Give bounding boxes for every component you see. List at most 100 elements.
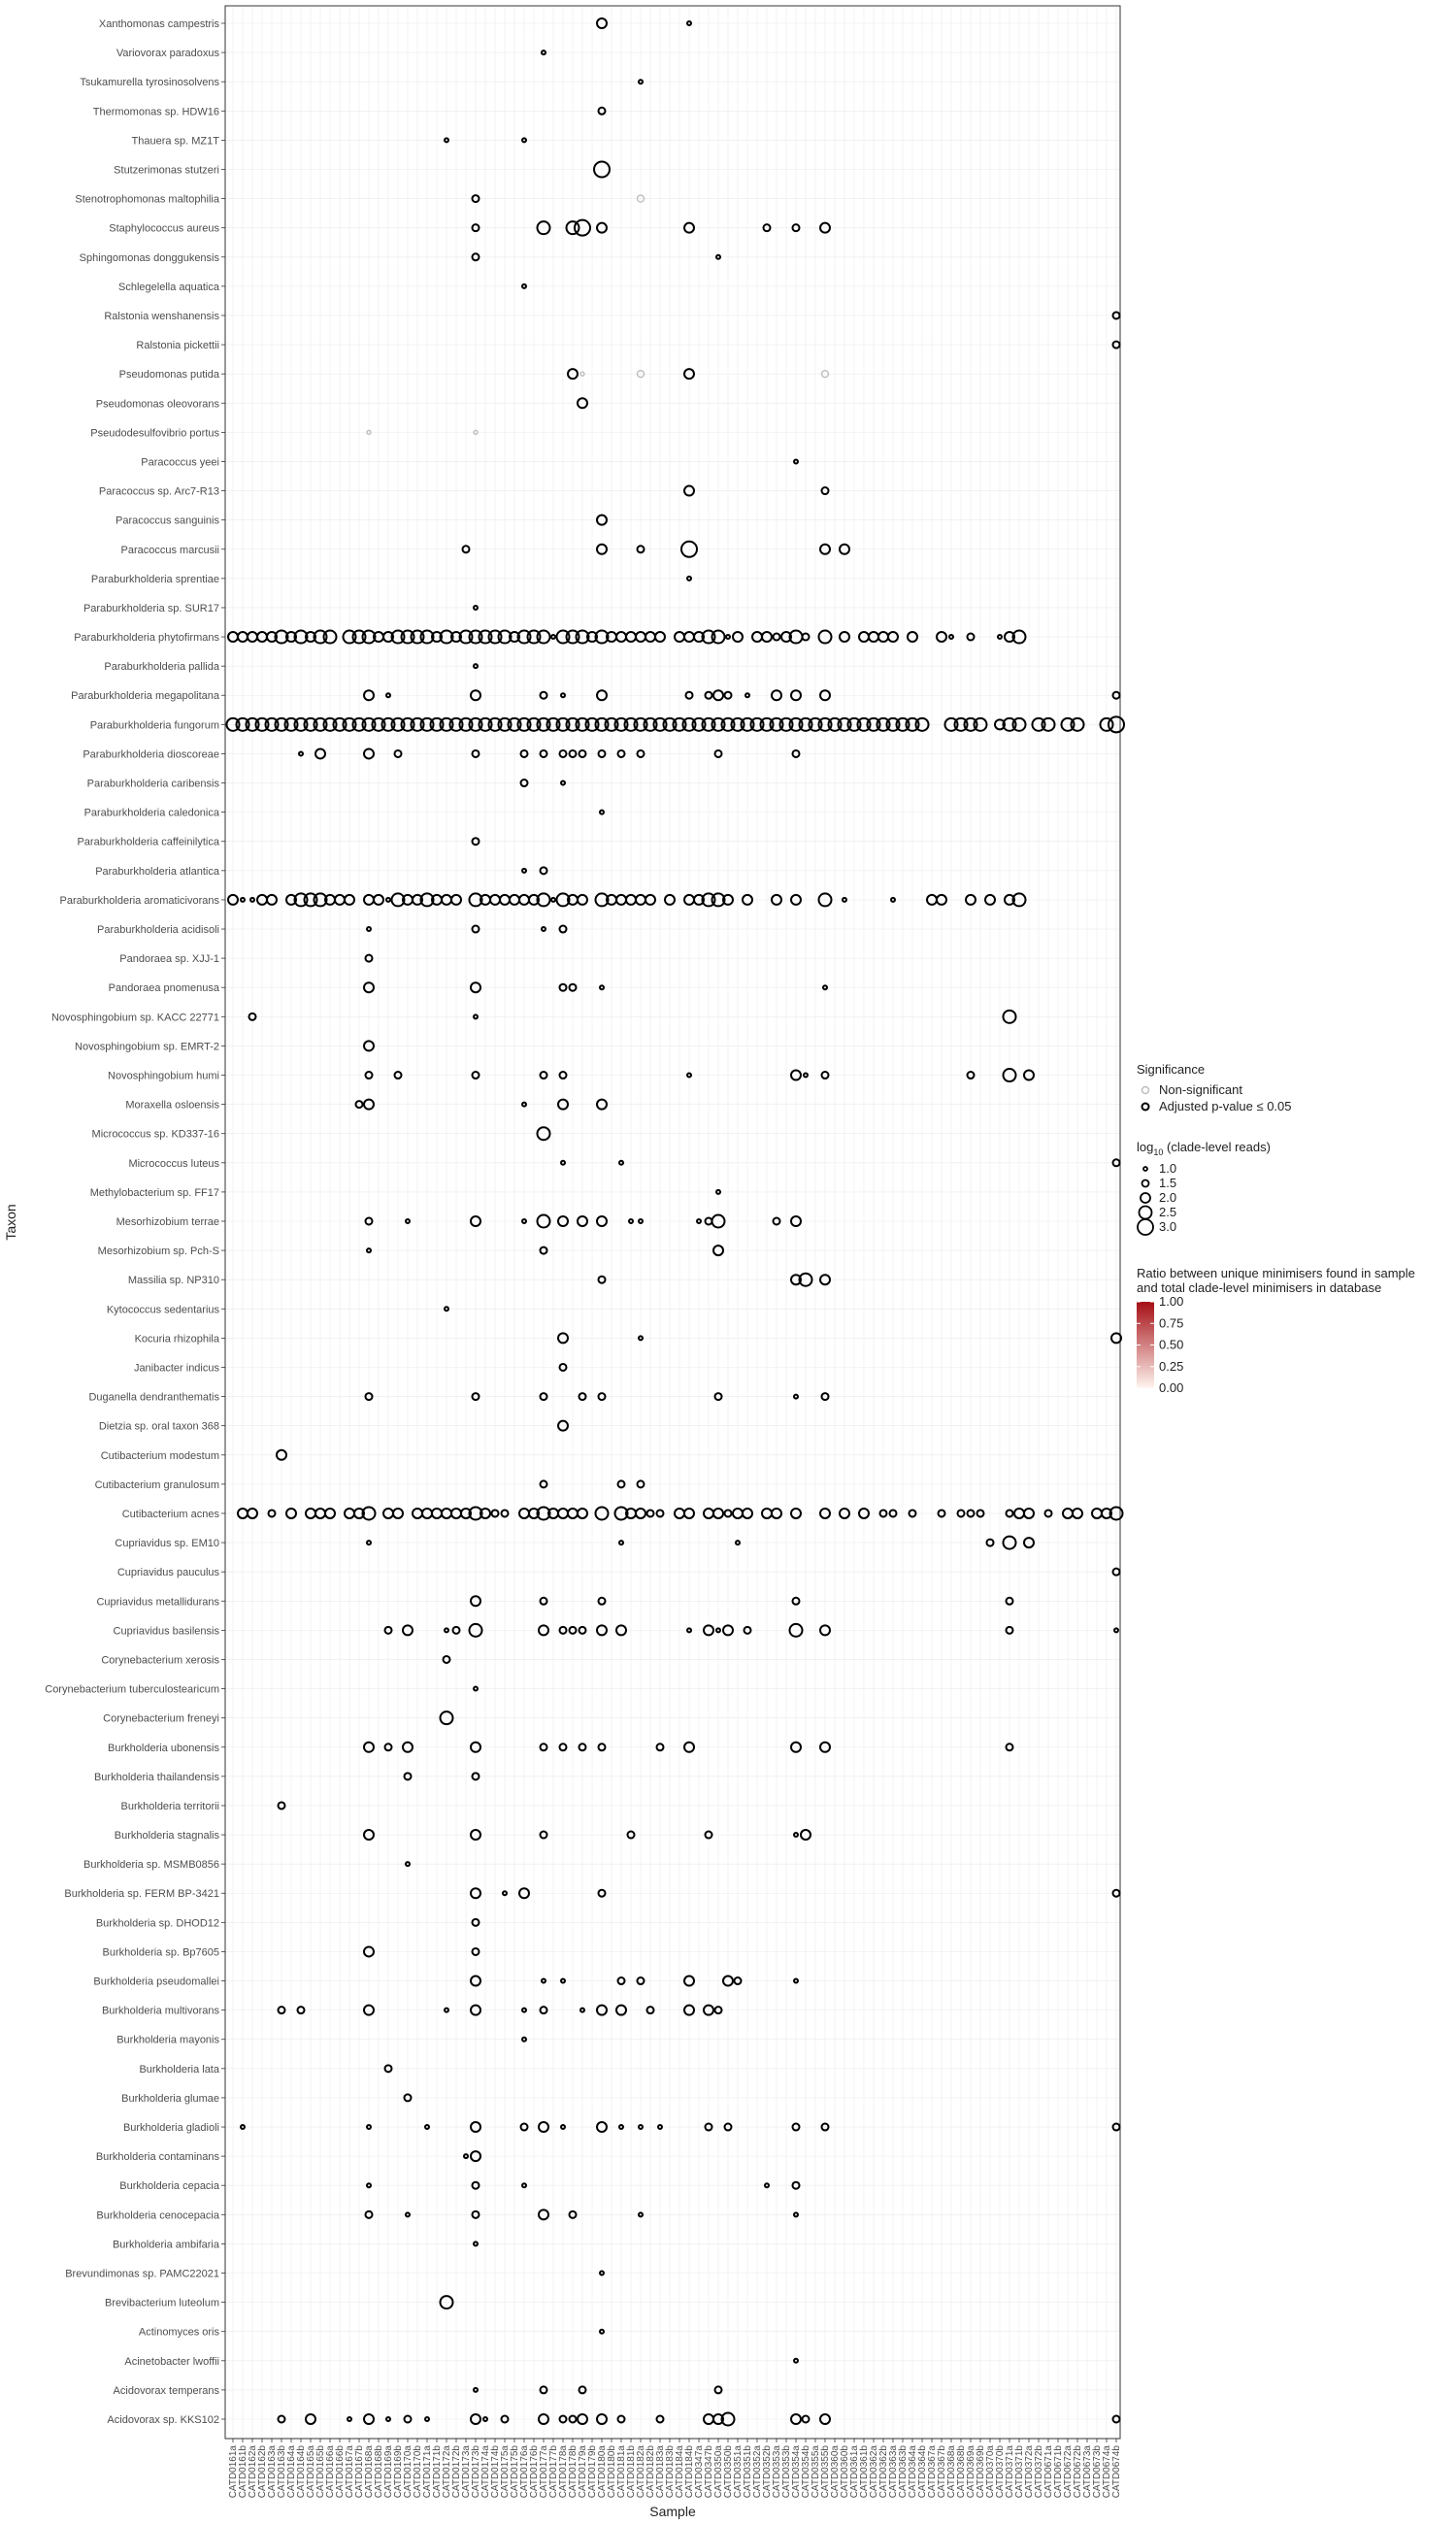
data-point (283, 716, 299, 732)
data-point (521, 2182, 527, 2189)
y-tick-label: Methylobacterium sp. FF17 (90, 1187, 219, 1199)
data-point (450, 631, 462, 644)
data-point (985, 1538, 995, 1547)
x-tick-label: CATD0354a (791, 2445, 802, 2499)
x-tick-label: CATD0182b (645, 2445, 656, 2499)
data-point (693, 631, 705, 644)
data-point (303, 716, 318, 732)
data-point (490, 1509, 500, 1518)
x-tick-label: CATD0370b (995, 2445, 1006, 2499)
data-point (597, 1743, 607, 1752)
y-tick-label: Burkholderia sp. MSMB0856 (83, 1859, 219, 1871)
x-tick-label: CATD0672a (1063, 2445, 1074, 2499)
data-point (393, 748, 403, 758)
data-point (351, 629, 367, 645)
data-point (575, 629, 590, 645)
data-point (1011, 629, 1027, 645)
data-point (448, 716, 464, 732)
data-point (596, 1215, 608, 1227)
x-tick-label: CATD0177a (539, 2445, 549, 2499)
data-point (963, 716, 978, 732)
data-point (652, 716, 668, 732)
data-point (293, 716, 309, 732)
data-point (817, 629, 833, 645)
data-point (771, 1507, 782, 1519)
y-tick-label: Burkholderia cenocepacia (96, 2209, 219, 2221)
x-tick-label: CATD0182a (636, 2445, 646, 2499)
data-point (713, 748, 723, 758)
y-tick-label: Duganella dendranthematis (88, 1392, 219, 1404)
data-point (578, 1625, 587, 1635)
y-tick-label: Variovorax paradoxus (116, 48, 220, 59)
x-tick-label: CATD0184a (675, 2445, 685, 2499)
data-point (683, 221, 695, 234)
y-tick-label: Cupriavidus metallidurans (96, 1596, 219, 1608)
x-tick-label: CATD0673a (1082, 2445, 1093, 2499)
data-point (536, 716, 551, 732)
x-tick-label: CATD0163b (277, 2445, 287, 2499)
data-point (723, 1509, 733, 1518)
data-point (429, 716, 445, 732)
data-point (353, 1507, 365, 1519)
x-tick-label: CATD0168a (364, 2445, 375, 2499)
data-point (1072, 1507, 1083, 1519)
data-point (555, 629, 571, 645)
data-point (451, 1625, 461, 1635)
data-point (749, 716, 765, 732)
x-tick-label: CATD0368a (946, 2445, 957, 2499)
data-point (704, 1830, 713, 1840)
data-point (538, 2208, 549, 2221)
data-point (895, 716, 910, 732)
x-tick-label: CATD0351b (743, 2445, 753, 2499)
data-point (1111, 690, 1121, 700)
data-point (1043, 1509, 1053, 1518)
data-point (473, 663, 479, 670)
x-tick-label: CATD0173b (471, 2445, 481, 2499)
data-point (769, 716, 784, 732)
data-point (638, 2124, 644, 2131)
data-point (560, 2124, 566, 2131)
data-point (1070, 716, 1085, 732)
x-tick-label: CATD0167b (354, 2445, 365, 2499)
data-point (541, 1977, 546, 1984)
legend-size-marker (1141, 1179, 1150, 1188)
data-point (558, 748, 568, 758)
x-tick-label: CATD0174b (490, 2445, 501, 2499)
y-tick-label: Paraburkholderia dioscoreae (83, 748, 219, 760)
data-point (565, 629, 580, 645)
data-point (655, 1509, 665, 1518)
data-point (683, 484, 695, 497)
data-point (439, 2295, 454, 2310)
data-point (711, 629, 726, 645)
data-point (471, 924, 480, 934)
data-point (820, 486, 830, 496)
y-tick-label: Paraburkholderia caffeinilytica (77, 837, 219, 848)
data-point (521, 282, 527, 289)
data-point (888, 1509, 898, 1518)
x-tick-label: CATD0673b (1092, 2445, 1103, 2499)
data-point (568, 748, 578, 758)
y-tick-label: Paracoccus sp. Arc7-R13 (99, 486, 219, 498)
data-point (618, 1540, 624, 1546)
data-point (403, 2414, 413, 2424)
data-point (837, 716, 852, 732)
data-point (519, 2122, 529, 2132)
data-point (274, 716, 289, 732)
plot-panel-border (224, 5, 1121, 2440)
data-point (382, 631, 394, 644)
y-tick-label: Sphingomonas donggukensis (80, 252, 220, 264)
data-point (800, 1829, 811, 1842)
data-point (703, 2004, 714, 2016)
data-point (366, 1540, 372, 1546)
data-point (973, 716, 988, 732)
data-point (351, 716, 367, 732)
data-point (405, 2211, 411, 2218)
data-point (704, 690, 713, 700)
data-point (936, 893, 947, 906)
x-tick-label: CATD0175b (510, 2445, 520, 2499)
data-point (385, 896, 391, 903)
data-point (560, 1159, 566, 1166)
y-tick-label: Acidovorax temperans (114, 2385, 220, 2397)
data-point (596, 1098, 608, 1111)
